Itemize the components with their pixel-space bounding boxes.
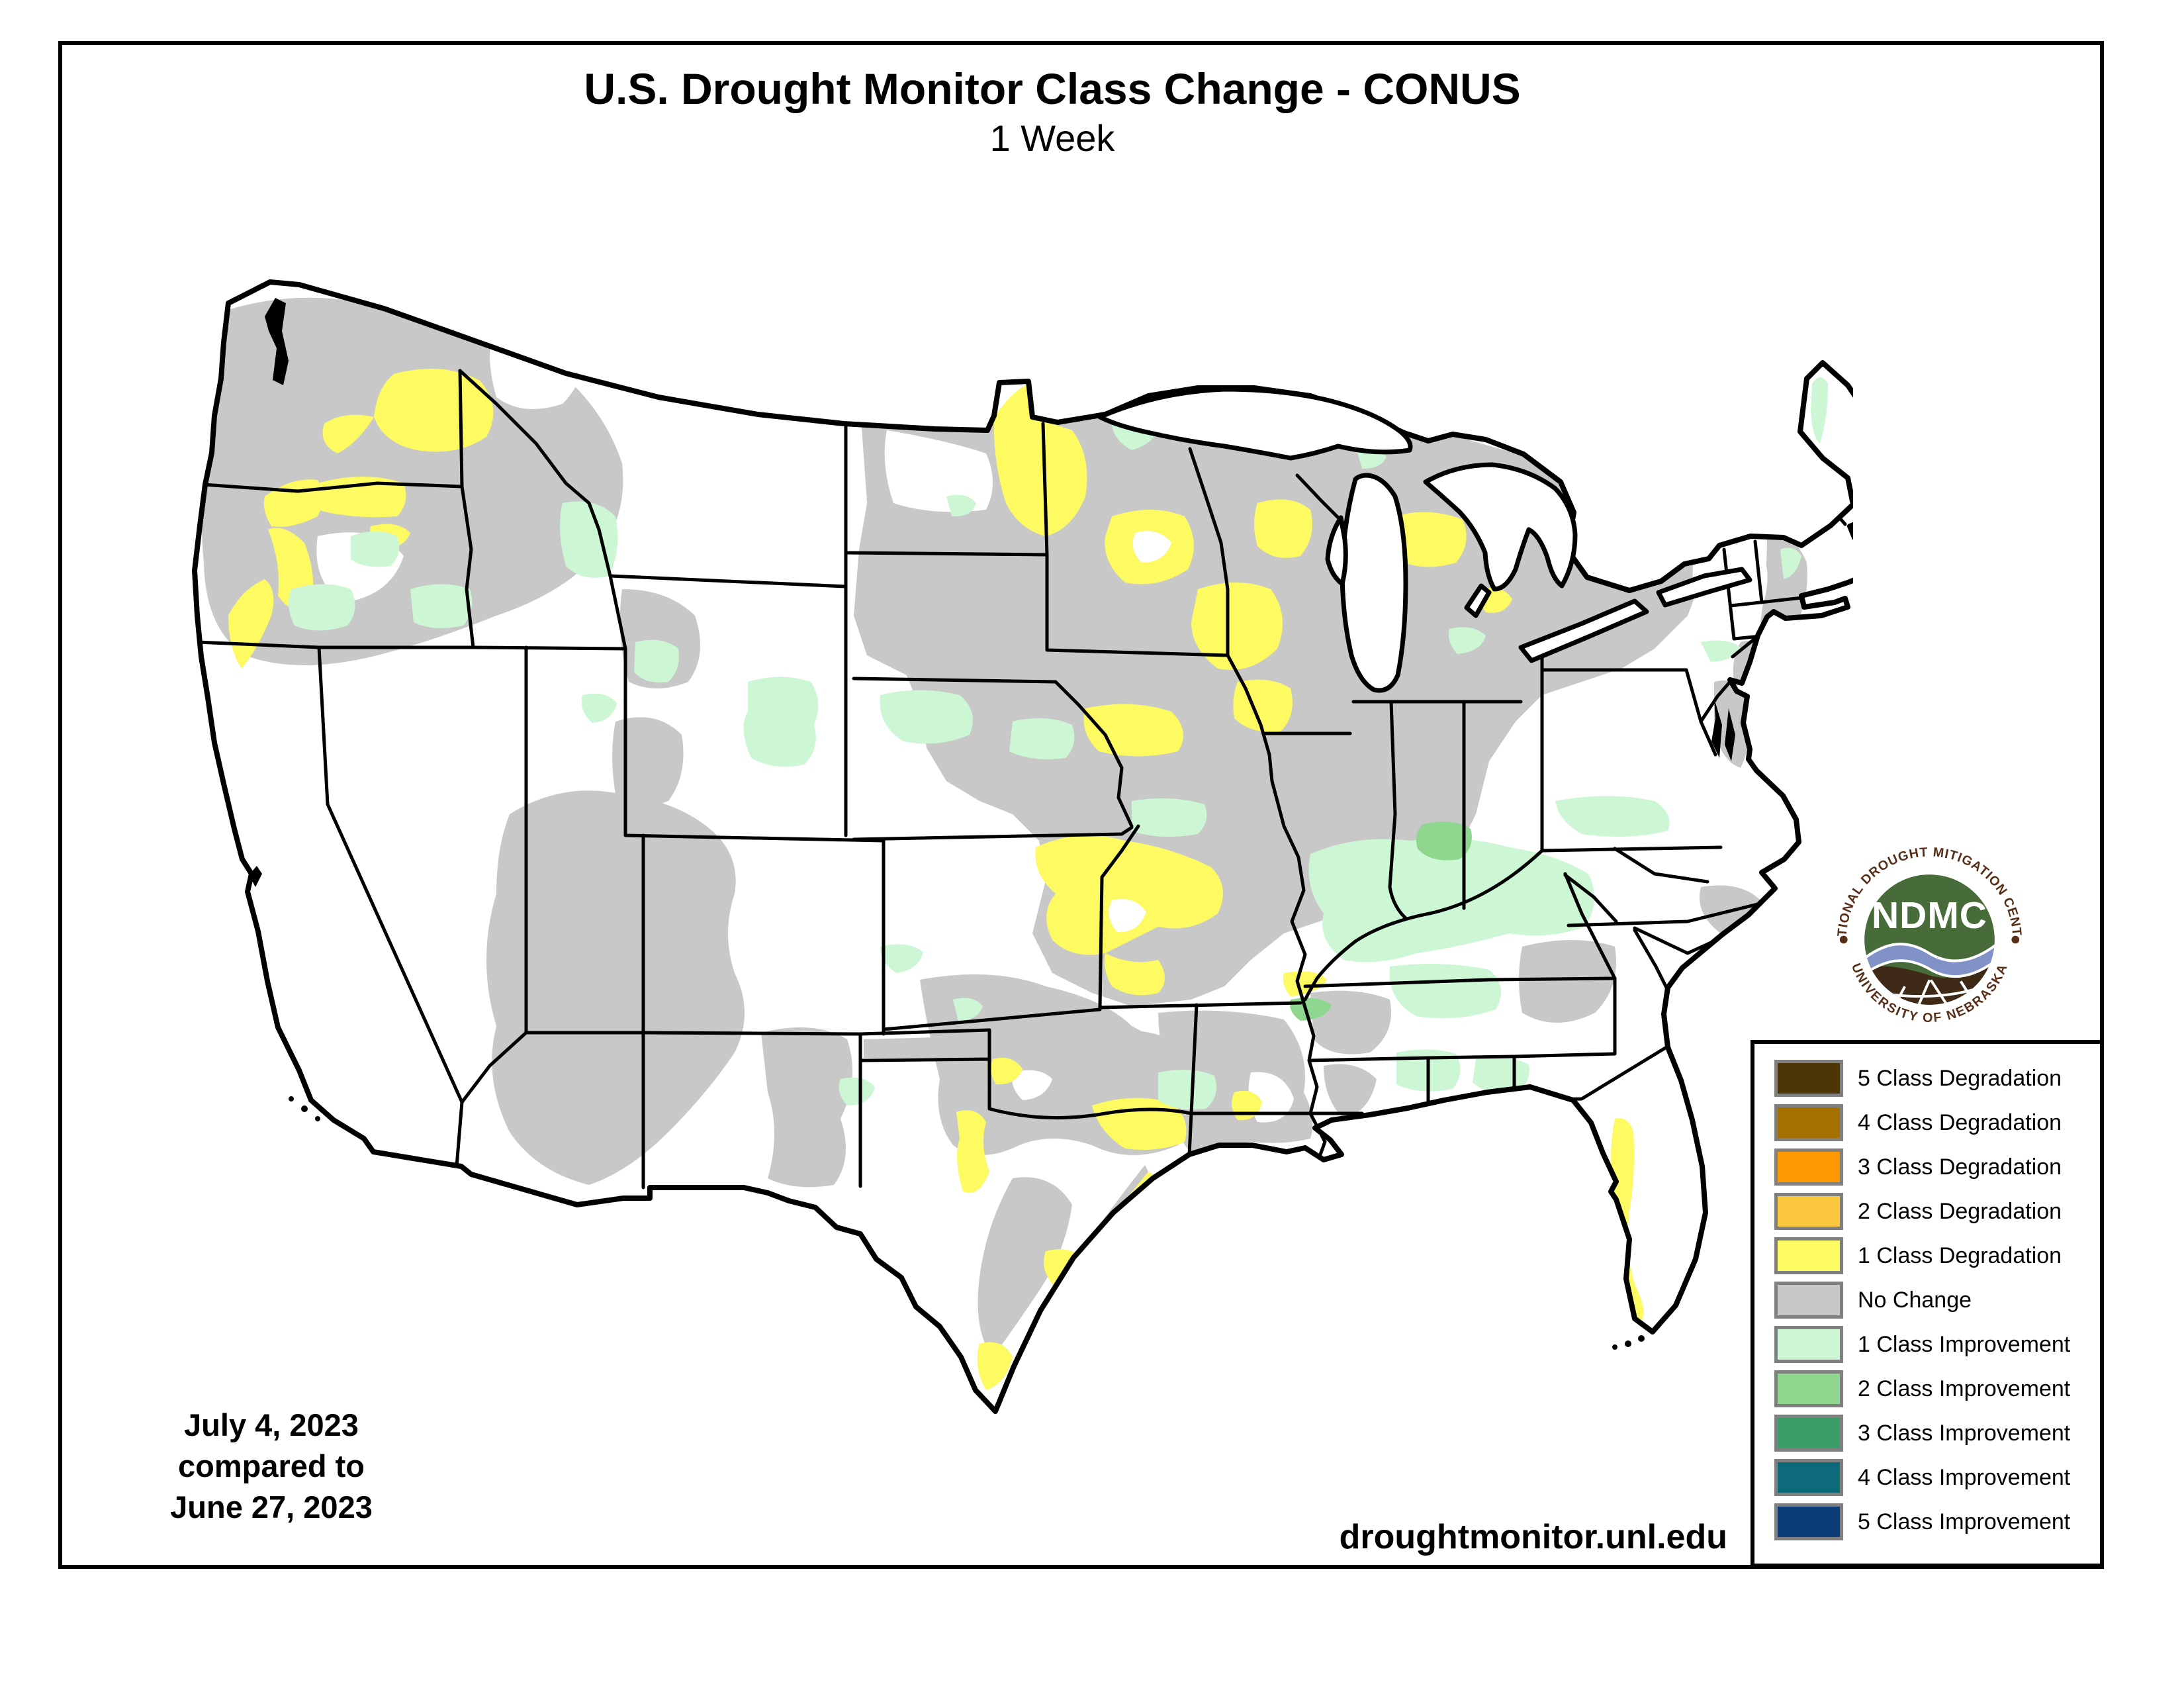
florida-keys xyxy=(1625,1340,1631,1347)
legend-swatch xyxy=(1774,1326,1843,1363)
logo-side-dot-left xyxy=(1839,935,1848,944)
legend-item: 1 Class Improvement xyxy=(1774,1326,2100,1363)
site-url: droughtmonitor.unl.edu xyxy=(1339,1518,1727,1556)
florida-keys xyxy=(1638,1335,1645,1342)
legend-label: 3 Class Degradation xyxy=(1858,1154,2062,1180)
legend-item: 4 Class Degradation xyxy=(1774,1104,2100,1141)
legend-label: 1 Class Improvement xyxy=(1858,1331,2071,1357)
legend-swatch xyxy=(1774,1060,1843,1097)
legend-label: 5 Class Degradation xyxy=(1858,1065,2062,1091)
puget-sound xyxy=(265,298,289,385)
delaware-bay xyxy=(1725,708,1735,761)
conus-map xyxy=(192,279,1853,1414)
channel-islands xyxy=(289,1096,294,1102)
san-francisco-bay xyxy=(249,866,262,887)
legend-label: 1 Class Degradation xyxy=(1858,1243,2062,1268)
channel-islands xyxy=(315,1116,320,1121)
lake-superior xyxy=(1097,387,1413,461)
logo-wave xyxy=(1864,942,1995,978)
great-lakes xyxy=(1097,387,1752,693)
legend-swatch xyxy=(1774,1503,1843,1540)
legend-item: No Change xyxy=(1774,1282,2100,1319)
channel-islands xyxy=(301,1105,308,1112)
lake-huron xyxy=(1423,462,1578,592)
legend-swatch xyxy=(1774,1237,1843,1274)
date-block: July 4, 2023 compared to June 27, 2023 xyxy=(113,1405,430,1528)
lake-ontario xyxy=(1656,567,1752,608)
chesapeake-bay xyxy=(1711,698,1722,758)
legend-label: No Change xyxy=(1858,1287,1972,1313)
legend-item: 3 Class Degradation xyxy=(1774,1149,2100,1186)
legend-item: 1 Class Degradation xyxy=(1774,1237,2100,1274)
saginaw-bay xyxy=(1464,583,1492,618)
legend-item: 4 Class Improvement xyxy=(1774,1459,2100,1496)
green-bay xyxy=(1325,515,1348,586)
lake-erie xyxy=(1518,598,1649,663)
ndmc-logo: NDMC NATIONAL DROUGHT MITIGATION CENTER … xyxy=(1832,842,2023,1025)
coastal-water-details xyxy=(249,298,1735,1350)
logo-acronym: NDMC xyxy=(1872,894,1987,937)
legend-item: 2 Class Degradation xyxy=(1774,1193,2100,1230)
page-title: U.S. Drought Monitor Class Change - CONU… xyxy=(584,64,1521,113)
page-subtitle: 1 Week xyxy=(989,117,1115,159)
legend-label: 3 Class Improvement xyxy=(1858,1420,2071,1446)
date-line-3: June 27, 2023 xyxy=(170,1489,373,1524)
legend-items: 5 Class Degradation 4 Class Degradation … xyxy=(1774,1060,2100,1540)
state-borders xyxy=(195,369,1847,1190)
legend-label: 2 Class Degradation xyxy=(1858,1198,2062,1224)
legend-label: 2 Class Improvement xyxy=(1858,1376,2071,1401)
legend-swatch xyxy=(1774,1459,1843,1496)
legend-swatch xyxy=(1774,1415,1843,1452)
date-line-2: compared to xyxy=(177,1448,365,1483)
lake-michigan xyxy=(1340,473,1408,693)
legend-label: 5 Class Improvement xyxy=(1858,1509,2071,1534)
legend-swatch xyxy=(1774,1193,1843,1230)
legend-item: 2 Class Improvement xyxy=(1774,1370,2100,1407)
date-line-1: July 4, 2023 xyxy=(184,1407,359,1442)
legend-item: 5 Class Degradation xyxy=(1774,1060,2100,1097)
florida-keys xyxy=(1612,1344,1617,1350)
logo-side-dot-right xyxy=(2011,935,2020,944)
legend-item: 5 Class Improvement xyxy=(1774,1503,2100,1540)
legend-item: 3 Class Improvement xyxy=(1774,1415,2100,1452)
legend-label: 4 Class Improvement xyxy=(1858,1464,2071,1490)
legend-label: 4 Class Degradation xyxy=(1858,1109,2062,1135)
legend-swatch xyxy=(1774,1282,1843,1319)
legend-swatch xyxy=(1774,1104,1843,1141)
legend-box: 5 Class Degradation 4 Class Degradation … xyxy=(1751,1040,2104,1568)
legend-swatch xyxy=(1774,1370,1843,1407)
legend-swatch xyxy=(1774,1149,1843,1186)
